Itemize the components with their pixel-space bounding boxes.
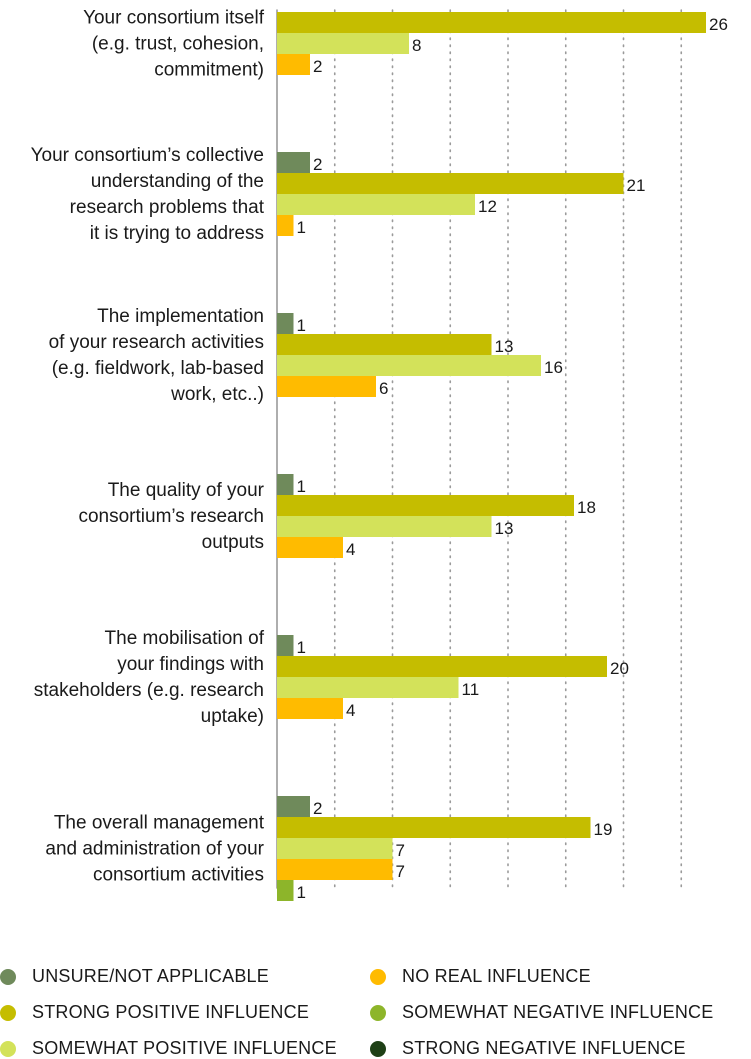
legend-item-somewhat-positive: SOMEWHAT POSITIVE INFLUENCE (0, 1038, 337, 1059)
legend-item-unsure: UNSURE/NOT APPLICABLE (0, 966, 269, 987)
bar-no-real-influence-1 (277, 215, 294, 236)
bar-no-real-influence-5 (277, 859, 393, 880)
value-label: 4 (346, 701, 355, 720)
legend-item-strong-positive: STRONG POSITIVE INFLUENCE (0, 1002, 309, 1023)
category-label-line: stakeholders (e.g. research (34, 680, 264, 701)
category-label-line: of your research activities (49, 332, 264, 353)
category-label-line: (e.g. trust, cohesion, (92, 34, 264, 55)
category-label-line: Your consortium itself (83, 8, 265, 29)
category-label-line: Your consortium’s collective (31, 145, 264, 166)
legend-label-no-real: NO REAL INFLUENCE (402, 966, 591, 986)
value-label: 18 (577, 498, 596, 517)
category-label-line: and administration of your (45, 839, 264, 860)
bar-strong-positive-influence-3 (277, 495, 574, 516)
gridlines (276, 9, 683, 889)
bar-no-real-influence-3 (277, 537, 343, 558)
value-label: 2 (313, 155, 322, 174)
bar-somewhat-positive-influence-5 (277, 838, 393, 859)
legend: UNSURE/NOT APPLICABLE STRONG POSITIVE IN… (0, 948, 751, 1058)
legend-item-somewhat-negative: SOMEWHAT NEGATIVE INFLUENCE (370, 1002, 713, 1023)
bar-somewhat-positive-influence-3 (277, 516, 492, 537)
value-label: 8 (412, 36, 421, 55)
bar-unsure-not-applicable-4 (277, 635, 294, 656)
category-label-1: Your consortium’s collective understandin… (31, 145, 265, 244)
value-label: 7 (396, 841, 405, 860)
legend-label-somewhat-negative: SOMEWHAT NEGATIVE INFLUENCE (402, 1002, 714, 1022)
value-label: 19 (594, 820, 613, 839)
bar-strong-positive-influence-5 (277, 817, 591, 838)
bar-strong-positive-influence-0 (277, 12, 706, 33)
category-label-line: uptake) (201, 706, 264, 727)
value-label: 1 (297, 883, 306, 902)
value-label: 11 (462, 680, 480, 699)
bar-no-real-influence-0 (277, 54, 310, 75)
category-label-line: it is trying to address (90, 223, 264, 244)
legend-dot-unsure (0, 968, 16, 985)
category-label-3: The quality of your consortium’s research… (78, 480, 264, 553)
category-label-line: understanding of the (91, 171, 264, 192)
legend-dot-strong-negative (370, 1040, 386, 1057)
legend-label-strong-negative: STRONG NEGATIVE INFLUENCE (402, 1038, 686, 1058)
bar-unsure-not-applicable-3 (277, 474, 294, 495)
bar-unsure-not-applicable-2 (277, 313, 294, 334)
legend-label-unsure: UNSURE/NOT APPLICABLE (32, 966, 269, 986)
legend-item-strong-negative: STRONG NEGATIVE INFLUENCE (370, 1038, 686, 1059)
value-label: 2 (313, 57, 322, 76)
legend-label-somewhat-positive: SOMEWHAT POSITIVE INFLUENCE (32, 1038, 337, 1058)
bar-strong-positive-influence-1 (277, 173, 624, 194)
value-label: 1 (297, 638, 306, 657)
category-label-line: (e.g. fieldwork, lab-based (52, 358, 264, 379)
category-label-line: The mobilisation of (105, 628, 265, 649)
bars (277, 12, 706, 901)
category-label-5: The overall management and administration… (45, 813, 264, 886)
category-label-line: The quality of your (108, 480, 265, 501)
value-label: 26 (709, 15, 728, 34)
legend-label-strong-positive: STRONG POSITIVE INFLUENCE (32, 1002, 310, 1022)
category-label-0: Your consortium itself (e.g. trust, cohes… (83, 8, 265, 81)
value-label: 16 (544, 358, 563, 377)
legend-dot-no-real (370, 968, 386, 985)
category-label-line: consortium activities (93, 865, 264, 886)
bar-somewhat-positive-influence-2 (277, 355, 541, 376)
category-label-line: research problems that (70, 197, 265, 218)
bar-unsure-not-applicable-1 (277, 152, 310, 173)
bar-unsure-not-applicable-5 (277, 796, 310, 817)
legend-item-no-real: NO REAL INFLUENCE (370, 966, 591, 987)
category-label-4: The mobilisation of your findings with sta… (34, 628, 265, 727)
bar-strong-positive-influence-2 (277, 334, 492, 355)
category-label-2: The implementation of your research activ… (49, 306, 264, 405)
value-label: 20 (610, 659, 629, 678)
bar-somewhat-positive-influence-4 (277, 677, 459, 698)
category-label-line: outputs (202, 532, 264, 553)
category-labels: Your consortium itself (e.g. trust, cohes… (31, 8, 265, 886)
value-label: 13 (495, 337, 514, 356)
value-label: 4 (346, 540, 355, 559)
legend-dot-strong-positive (0, 1004, 16, 1021)
bar-somewhat-negative-influence-5 (277, 880, 294, 901)
value-label: 12 (478, 197, 497, 216)
category-label-line: The overall management (54, 813, 265, 834)
value-label: 6 (379, 379, 388, 398)
bar-strong-positive-influence-4 (277, 656, 607, 677)
category-label-line: your findings with (117, 654, 264, 675)
bar-no-real-influence-2 (277, 376, 376, 397)
value-label: 1 (297, 316, 306, 335)
legend-dot-somewhat-positive (0, 1040, 16, 1057)
category-label-line: The implementation (97, 306, 264, 327)
value-label: 13 (495, 519, 514, 538)
category-label-line: commitment) (154, 60, 264, 81)
value-label: 1 (297, 218, 306, 237)
bar-somewhat-positive-influence-1 (277, 194, 475, 215)
legend-dot-somewhat-negative (370, 1004, 386, 1021)
category-label-line: work, etc..) (170, 384, 264, 405)
value-label: 21 (627, 176, 646, 195)
value-label: 7 (396, 862, 405, 881)
value-label: 2 (313, 799, 322, 818)
value-label: 1 (297, 477, 306, 496)
bar-no-real-influence-4 (277, 698, 343, 719)
bar-somewhat-positive-influence-0 (277, 33, 409, 54)
category-label-line: consortium’s research (78, 506, 264, 527)
